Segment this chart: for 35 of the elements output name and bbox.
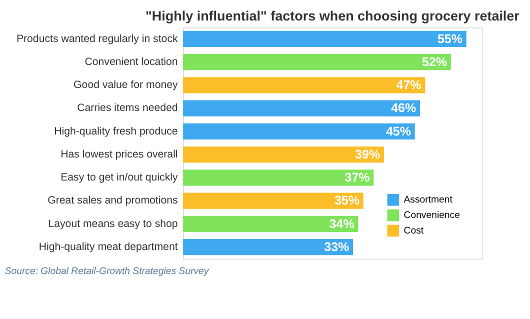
data-label: 35%	[334, 194, 360, 208]
bar	[183, 216, 358, 232]
bar	[183, 30, 466, 48]
y-tick-label: Products wanted regularly in stock	[16, 32, 178, 45]
y-tick-label: Carries items needed	[77, 102, 178, 114]
y-tick-label: Great sales and promotions	[48, 194, 178, 207]
bar	[183, 146, 384, 163]
chart-title: "Highly influential" factors when choosing grocery retailer	[145, 8, 520, 24]
legend-label: Cost	[404, 226, 424, 237]
legend-label: Convenience	[404, 210, 460, 222]
data-label: 47%	[396, 78, 422, 92]
data-label: 37%	[344, 170, 370, 185]
bar	[183, 54, 451, 70]
data-label: 33%	[324, 240, 350, 254]
source-note: Source: Global Retail-Growth Strategies Survey	[4, 266, 210, 278]
bar	[183, 77, 426, 94]
bar	[183, 192, 364, 209]
data-label: 55%	[437, 32, 463, 46]
data-label: 45%	[386, 124, 412, 138]
y-tick-label: Convenient location	[84, 56, 178, 68]
bar	[183, 170, 374, 186]
bar	[183, 100, 420, 116]
y-tick-label: High-quality fresh produce	[54, 125, 178, 138]
data-label: 34%	[329, 216, 354, 231]
data-label: 52%	[422, 54, 448, 69]
legend-label: Assortment	[404, 194, 453, 206]
y-tick-label: High-quality meat department	[38, 240, 178, 253]
bar	[183, 238, 354, 256]
y-tick-label: Easy to get in/out quickly	[60, 172, 178, 184]
data-label: 46%	[391, 101, 416, 116]
y-tick-label: Good value for money	[74, 79, 178, 92]
y-tick-label: Layout means easy to shop	[48, 218, 178, 230]
data-label: 39%	[355, 147, 380, 162]
y-tick-label: Has lowest prices overall	[60, 148, 178, 160]
bar	[183, 123, 415, 140]
